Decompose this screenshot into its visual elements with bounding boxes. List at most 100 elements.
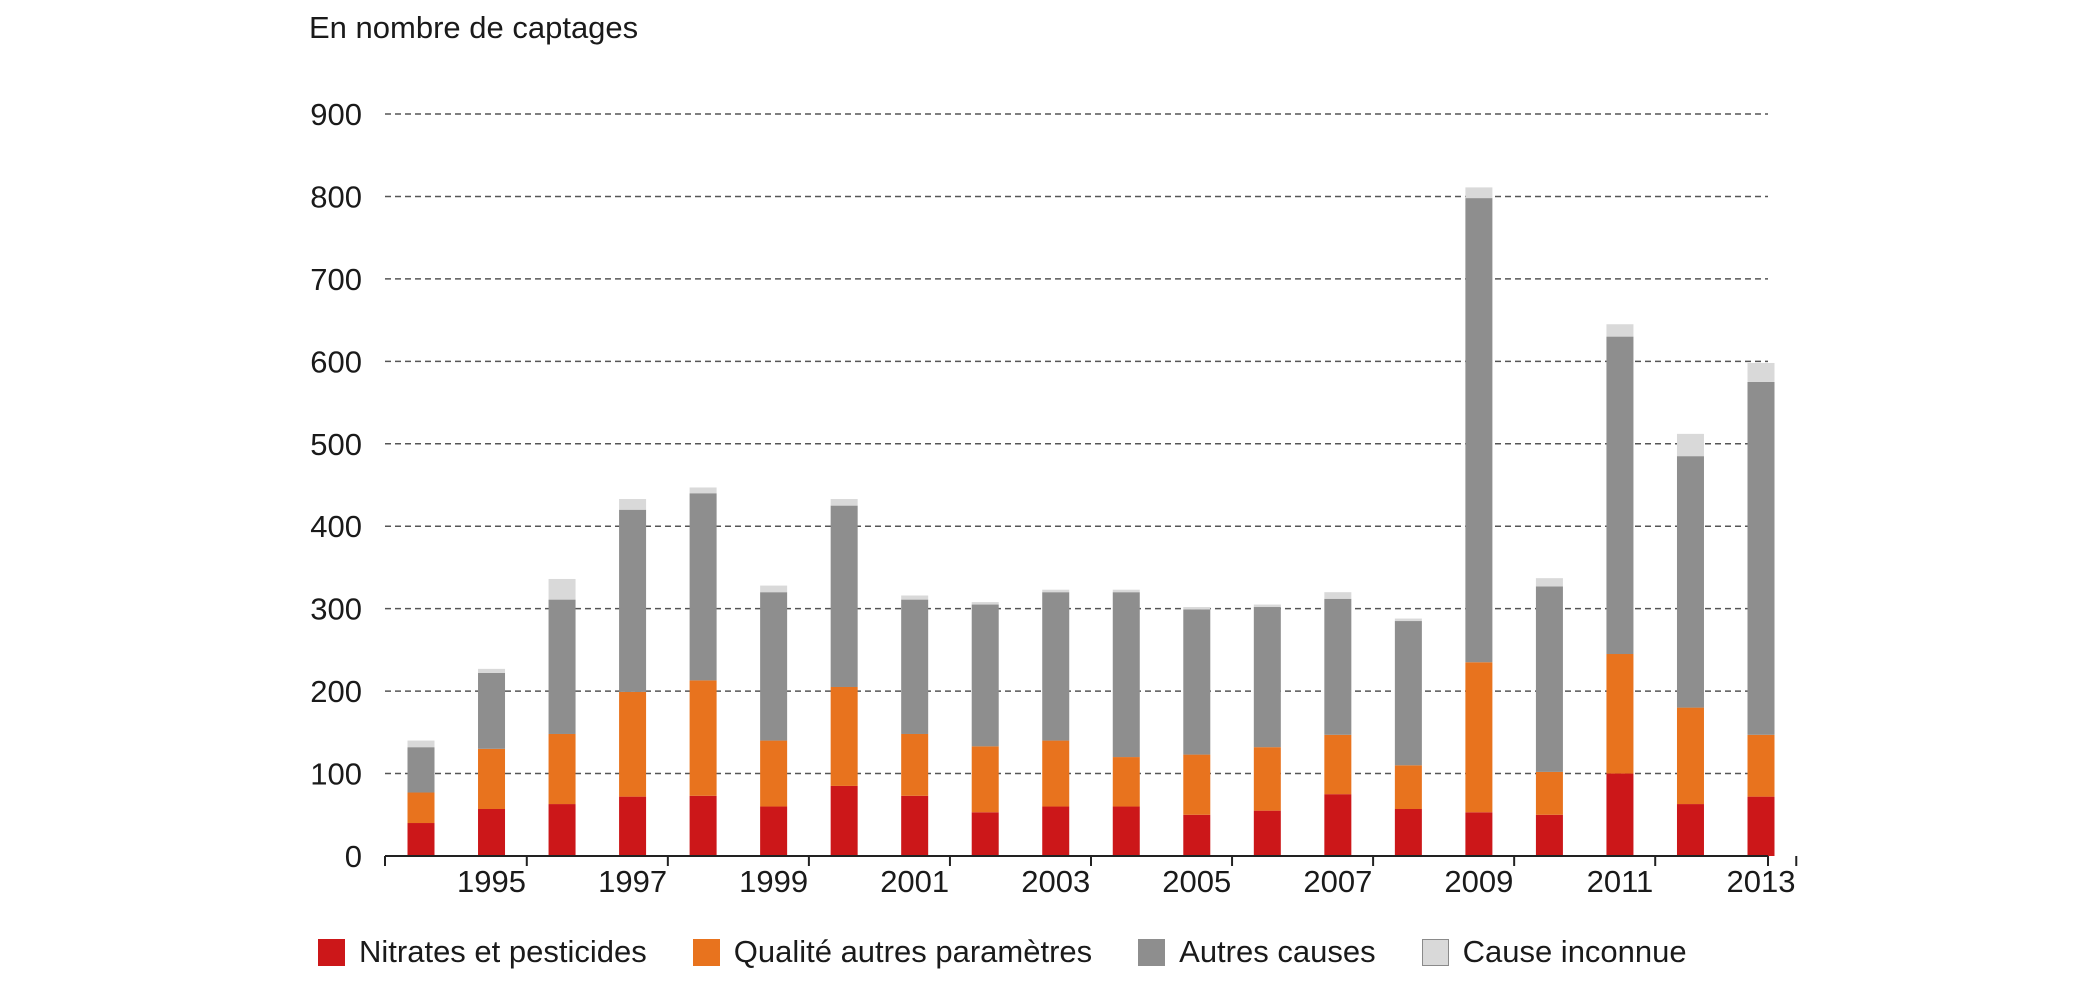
y-tick-label: 900 <box>310 97 362 132</box>
bar-segment <box>619 509 647 692</box>
axes <box>384 855 1798 866</box>
x-tick-label: 1997 <box>598 864 667 899</box>
x-tick-label: 2001 <box>880 864 949 899</box>
y-tick-label: 700 <box>310 262 362 297</box>
bar-segment <box>1324 794 1352 856</box>
y-tick-label: 800 <box>310 179 362 214</box>
bar-segment <box>407 740 435 748</box>
bar-segment <box>760 592 788 741</box>
legend-item-nitrates: Nitrates et pesticides <box>318 934 647 970</box>
bar-stack <box>971 602 999 856</box>
bar-stack <box>1535 578 1563 856</box>
x-tick-labels: 1995 1997 1999 2001 2003 2005 2007 2009 2011 2013 <box>457 864 1795 899</box>
bar-segment <box>1747 362 1775 382</box>
bar-segment <box>407 792 435 824</box>
bar-segment <box>548 578 576 600</box>
bar-segment <box>689 493 717 681</box>
bar-segment <box>1535 771 1563 815</box>
bar-segment <box>971 604 999 747</box>
x-tick-label: 2005 <box>1162 864 1231 899</box>
bar-stack <box>689 487 717 856</box>
bar-segment <box>1747 734 1775 797</box>
bar-stacks <box>407 187 1775 856</box>
bar-stack <box>1183 607 1211 856</box>
bar-segment <box>548 733 576 805</box>
y-tick-labels: 0 100 200 300 400 500 600 700 800 900 <box>310 97 362 874</box>
bar-segment <box>619 691 647 797</box>
bar-segment <box>1253 810 1281 856</box>
bar-segment <box>971 746 999 813</box>
bar-segment <box>1183 607 1211 610</box>
legend-swatch-inconnue <box>1421 938 1449 966</box>
bar-segment <box>548 599 576 734</box>
bar-segment <box>1465 187 1493 199</box>
bar-segment <box>1747 381 1775 735</box>
legend-item-autres: Autres causes <box>1138 934 1376 970</box>
bar-segment <box>1324 592 1352 599</box>
bar-segment <box>478 668 506 673</box>
bar-segment <box>830 785 858 856</box>
bar-segment <box>1394 618 1422 622</box>
bar-stack <box>1606 324 1634 856</box>
bar-segment <box>1253 747 1281 811</box>
bar-segment <box>971 812 999 856</box>
bar-stack <box>1112 589 1140 856</box>
bar-segment <box>1465 198 1493 663</box>
bar-segment <box>1042 592 1070 741</box>
legend-label-nitrates: Nitrates et pesticides <box>359 934 647 969</box>
bar-segment <box>1042 740 1070 807</box>
bar-segment <box>830 505 858 687</box>
bar-segment <box>760 585 788 593</box>
bar-segment <box>1465 812 1493 856</box>
bar-segment <box>1394 765 1422 810</box>
bar-segment <box>1112 589 1140 593</box>
bar-segment <box>1112 592 1140 758</box>
bar-segment <box>1183 814 1211 856</box>
bar-stack <box>1394 618 1422 856</box>
bar-stack <box>407 740 435 856</box>
x-tick-label: 2013 <box>1727 864 1796 899</box>
bar-segment <box>1324 598 1352 735</box>
bar-segment <box>1465 662 1493 813</box>
legend-swatch-nitrates <box>318 938 345 966</box>
bar-stack <box>1042 589 1070 856</box>
legend-swatch-autres <box>1138 938 1166 966</box>
y-tick-label: 300 <box>310 592 362 627</box>
bar-segment <box>1676 804 1704 856</box>
bar-stack <box>1676 433 1704 856</box>
bar-stack <box>1253 604 1281 856</box>
bar-segment <box>1042 589 1070 593</box>
bar-segment <box>1676 707 1704 805</box>
bar-segment <box>1747 796 1775 856</box>
bar-segment <box>407 747 435 793</box>
bar-segment <box>1606 773 1634 856</box>
bar-segment <box>478 748 506 810</box>
bar-segment <box>548 804 576 856</box>
bar-segment <box>1606 336 1634 655</box>
bar-stack <box>760 585 788 856</box>
y-axis-label: En nombre de captages <box>309 10 639 45</box>
gridlines <box>385 113 1768 775</box>
legend-item-qualite: Qualité autres paramètres <box>692 934 1092 970</box>
legend: Nitrates et pesticides Qualité autres pa… <box>318 934 1733 970</box>
bar-stack <box>830 499 858 856</box>
bar-segment <box>1394 809 1422 856</box>
bar-segment <box>901 595 929 600</box>
bar-segment <box>1253 607 1281 748</box>
x-tick-label: 2003 <box>1021 864 1090 899</box>
bar-segment <box>689 680 717 796</box>
x-tick-label: 2007 <box>1303 864 1372 899</box>
bar-segment <box>901 795 929 856</box>
bar-segment <box>1042 806 1070 856</box>
bar-segment <box>689 487 717 494</box>
x-tick-label: 1995 <box>457 864 526 899</box>
y-tick-label: 0 <box>345 839 362 874</box>
bar-segment <box>1535 586 1563 772</box>
bar-segment <box>830 686 858 786</box>
bar-segment <box>1676 456 1704 708</box>
bar-stack <box>1747 362 1775 856</box>
bar-segment <box>971 602 999 605</box>
x-tick-label: 1999 <box>739 864 808 899</box>
y-tick-label: 200 <box>310 674 362 709</box>
